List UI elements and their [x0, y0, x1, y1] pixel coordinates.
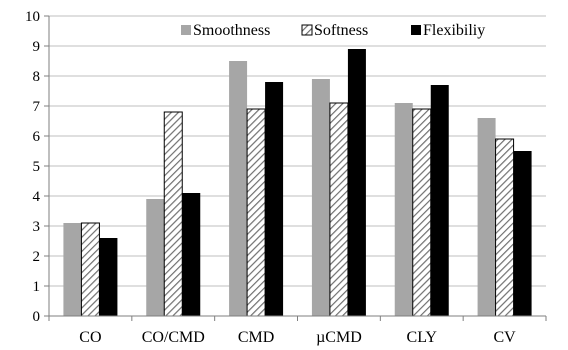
bar-smoothness	[146, 199, 165, 316]
y-tick-label: 3	[33, 219, 41, 235]
bar-flexibiliy	[182, 193, 201, 316]
y-tick-label: 5	[33, 159, 41, 175]
legend-swatch-smoothness	[181, 25, 191, 35]
gridlines	[49, 15, 546, 287]
bars	[63, 49, 532, 317]
bar-softness	[495, 138, 515, 317]
axes	[48, 16, 547, 321]
bar-softness	[163, 111, 183, 317]
x-category-label: CO/CMD	[142, 329, 205, 346]
legend: Smoothness Softness Flexibiliy	[181, 22, 485, 39]
bar-softness	[329, 102, 349, 317]
y-axis-ticks: 0 1 2 3 4 5 6 7 8 9 10	[25, 9, 49, 325]
bar-smoothness	[394, 103, 413, 316]
bar-flexibiliy	[265, 82, 284, 316]
y-tick-label: 6	[33, 129, 41, 145]
legend-label-smoothness: Smoothness	[193, 22, 270, 39]
bar-flexibiliy	[430, 85, 449, 316]
bar-smoothness	[311, 79, 330, 316]
y-tick-label: 10	[25, 9, 40, 25]
bar-smoothness	[63, 223, 82, 316]
legend-label-softness: Softness	[314, 22, 368, 39]
y-tick-label: 9	[33, 39, 41, 55]
x-category-label: CV	[493, 329, 516, 346]
x-category-label: CO	[79, 329, 101, 346]
x-category-label: CLY	[407, 329, 438, 346]
y-tick-label: 2	[33, 249, 41, 265]
bar-softness	[412, 108, 432, 317]
bar-smoothness	[229, 61, 248, 316]
x-category-label: µCMD	[316, 329, 362, 346]
bar-flexibiliy	[513, 151, 532, 316]
y-tick-label: 8	[33, 69, 41, 85]
x-axis-categories: CO CO/CMD CMD µCMD CLY CV	[79, 329, 516, 346]
bar-smoothness	[477, 118, 496, 316]
y-tick-label: 7	[33, 99, 41, 115]
legend-label-flexibiliy: Flexibiliy	[423, 22, 485, 39]
legend-swatch-flexibiliy	[411, 25, 421, 35]
bar-flexibiliy	[347, 49, 366, 316]
bar-softness	[246, 108, 266, 317]
y-tick-label: 1	[33, 279, 41, 295]
x-category-label: CMD	[238, 329, 274, 346]
legend-swatch-softness	[301, 24, 313, 36]
bar-flexibiliy	[99, 238, 118, 316]
bar-softness	[80, 222, 100, 317]
y-tick-label: 0	[33, 309, 41, 325]
y-tick-label: 4	[33, 189, 41, 205]
